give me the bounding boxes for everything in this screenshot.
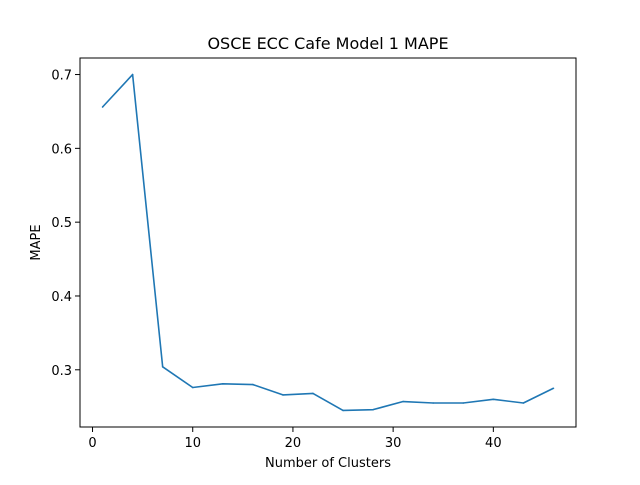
plot-area xyxy=(79,57,577,428)
data-point xyxy=(522,402,525,404)
data-point xyxy=(191,386,194,389)
data-point xyxy=(101,106,104,108)
mape-series-line xyxy=(101,73,554,412)
y-tick-label: 0.5 xyxy=(51,216,72,231)
data-point xyxy=(312,392,314,395)
y-axis: 0.3 0.4 0.5 0.6 0.7 xyxy=(51,69,80,379)
data-point xyxy=(131,73,134,76)
data-point xyxy=(372,408,374,411)
x-tick-label: 0 xyxy=(88,436,96,451)
y-axis-label: MAPE xyxy=(29,224,44,260)
data-point xyxy=(402,400,404,403)
y-tick-label: 0.7 xyxy=(51,69,72,84)
y-tick-label: 0.4 xyxy=(51,290,72,305)
data-point xyxy=(462,402,465,404)
data-point xyxy=(552,387,555,390)
series-layer xyxy=(101,73,555,412)
x-axis-label: Number of Clusters xyxy=(265,456,391,471)
data-point xyxy=(492,398,495,401)
data-point xyxy=(252,383,254,386)
data-point xyxy=(221,383,224,385)
y-tick-label: 0.3 xyxy=(51,364,72,379)
x-tick-label: 30 xyxy=(385,436,402,451)
data-point xyxy=(432,402,435,404)
chart-title: OSCE ECC Cafe Model 1 MAPE xyxy=(207,34,448,53)
x-tick-label: 20 xyxy=(285,436,302,451)
y-tick-label: 0.6 xyxy=(51,142,72,157)
x-tick-label: 10 xyxy=(184,436,201,451)
data-point xyxy=(342,409,344,412)
x-tick-label: 40 xyxy=(485,436,502,451)
x-axis: 0 10 20 30 40 xyxy=(88,427,502,451)
data-point xyxy=(282,394,284,396)
data-point xyxy=(161,366,164,368)
